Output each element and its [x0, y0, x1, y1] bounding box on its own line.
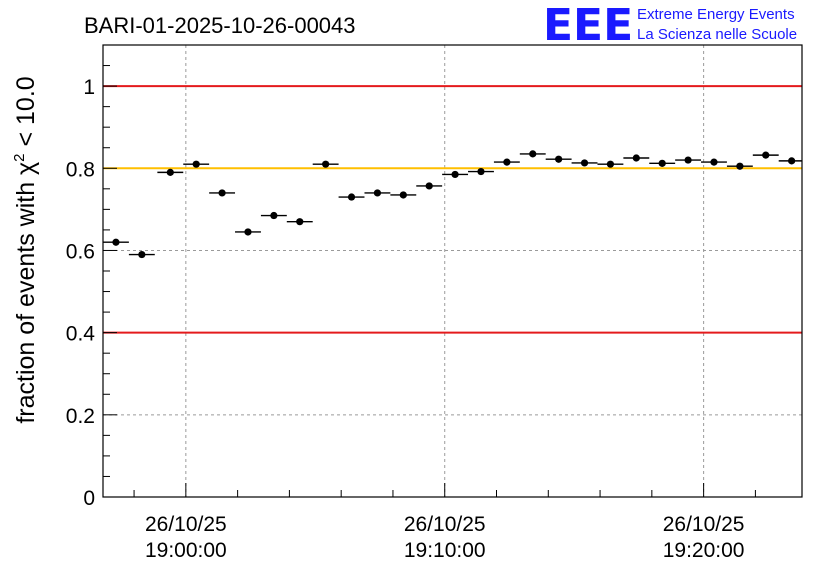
data-point-marker [684, 156, 692, 164]
x-tick-date: 26/10/25 [145, 513, 227, 536]
data-point-marker [580, 159, 589, 167]
data-point-marker [710, 158, 718, 166]
data-point [260, 211, 287, 220]
plot-frame [102, 44, 803, 498]
y-tick-label: 0.4 [66, 323, 96, 346]
chart-title: BARI-01-2025-10-26-00043 [84, 13, 356, 38]
x-tick-time: 19:00:00 [145, 539, 227, 562]
axis-ticks [103, 44, 756, 498]
data-point-marker [244, 228, 252, 236]
data-point [183, 160, 210, 168]
data-point-marker [788, 157, 796, 165]
data-point-marker [138, 250, 146, 259]
data-point [157, 168, 184, 176]
data-point [726, 162, 753, 170]
data-point [597, 160, 624, 168]
data-point-marker [632, 154, 640, 162]
y-axis-label: fraction of events with χ2 < 10.0 [11, 76, 40, 423]
data-points [103, 150, 802, 259]
data-point [623, 154, 650, 162]
data-point-marker [451, 170, 459, 179]
reference-lines [103, 85, 802, 334]
data-point-marker [296, 218, 304, 226]
logo-mark: EEE [543, 0, 633, 51]
data-point-marker [529, 150, 537, 158]
data-point-marker [503, 158, 511, 166]
y-tick-label: 0 [83, 487, 95, 510]
data-point-marker [347, 193, 356, 201]
data-point [364, 189, 391, 197]
data-point-marker [373, 189, 382, 197]
data-point [752, 151, 779, 159]
data-point [778, 157, 802, 165]
y-tick-label: 0.8 [66, 158, 95, 181]
data-point [571, 159, 598, 167]
y-tick-label: 1 [83, 76, 95, 99]
logo-line-1: Extreme Energy Events [637, 6, 795, 23]
data-point [493, 158, 520, 166]
data-point [701, 158, 727, 166]
data-point-marker [555, 155, 563, 163]
data-point [390, 191, 417, 199]
data-point [442, 170, 469, 179]
data-point-marker [658, 159, 666, 167]
x-tick-date: 26/10/25 [404, 513, 486, 536]
x-tick-date: 26/10/25 [663, 513, 745, 536]
tick-labels: 0 0.2 0.4 0.6 0.8 1 26/10/25 19:00:00 26/10/25 19… [66, 76, 745, 562]
data-point-marker [736, 162, 744, 170]
data-point-marker [606, 160, 615, 168]
data-point-marker [270, 211, 278, 220]
data-point [468, 167, 494, 176]
x-tick-time: 19:10:00 [404, 539, 486, 562]
data-point-marker [762, 151, 770, 159]
data-point-marker [399, 191, 407, 199]
y-tick-label: 0.6 [66, 240, 95, 263]
data-point [286, 218, 313, 226]
data-point [209, 189, 236, 197]
data-point [312, 160, 339, 168]
data-point [545, 155, 572, 163]
y-tick-label: 0.2 [66, 405, 95, 428]
data-point-marker [192, 160, 200, 168]
data-point-marker [218, 189, 226, 197]
logo-line-2: La Scienza nelle Scuole [637, 26, 797, 43]
data-point-marker [322, 160, 330, 168]
data-point [675, 156, 702, 164]
data-point [519, 150, 546, 158]
data-point-marker [425, 182, 433, 190]
eee-logo: EEE Extreme Energy Events La Scienza nel… [543, 0, 797, 51]
data-point [338, 193, 365, 201]
data-point [649, 159, 676, 167]
data-point-marker [477, 167, 485, 176]
data-point [416, 182, 443, 190]
data-point [128, 250, 155, 259]
grid-lines [103, 45, 802, 497]
x-tick-time: 19:20:00 [663, 539, 745, 562]
data-point-marker [112, 238, 120, 246]
data-point-marker [166, 168, 174, 176]
data-point [235, 228, 261, 236]
data-point [103, 238, 129, 246]
